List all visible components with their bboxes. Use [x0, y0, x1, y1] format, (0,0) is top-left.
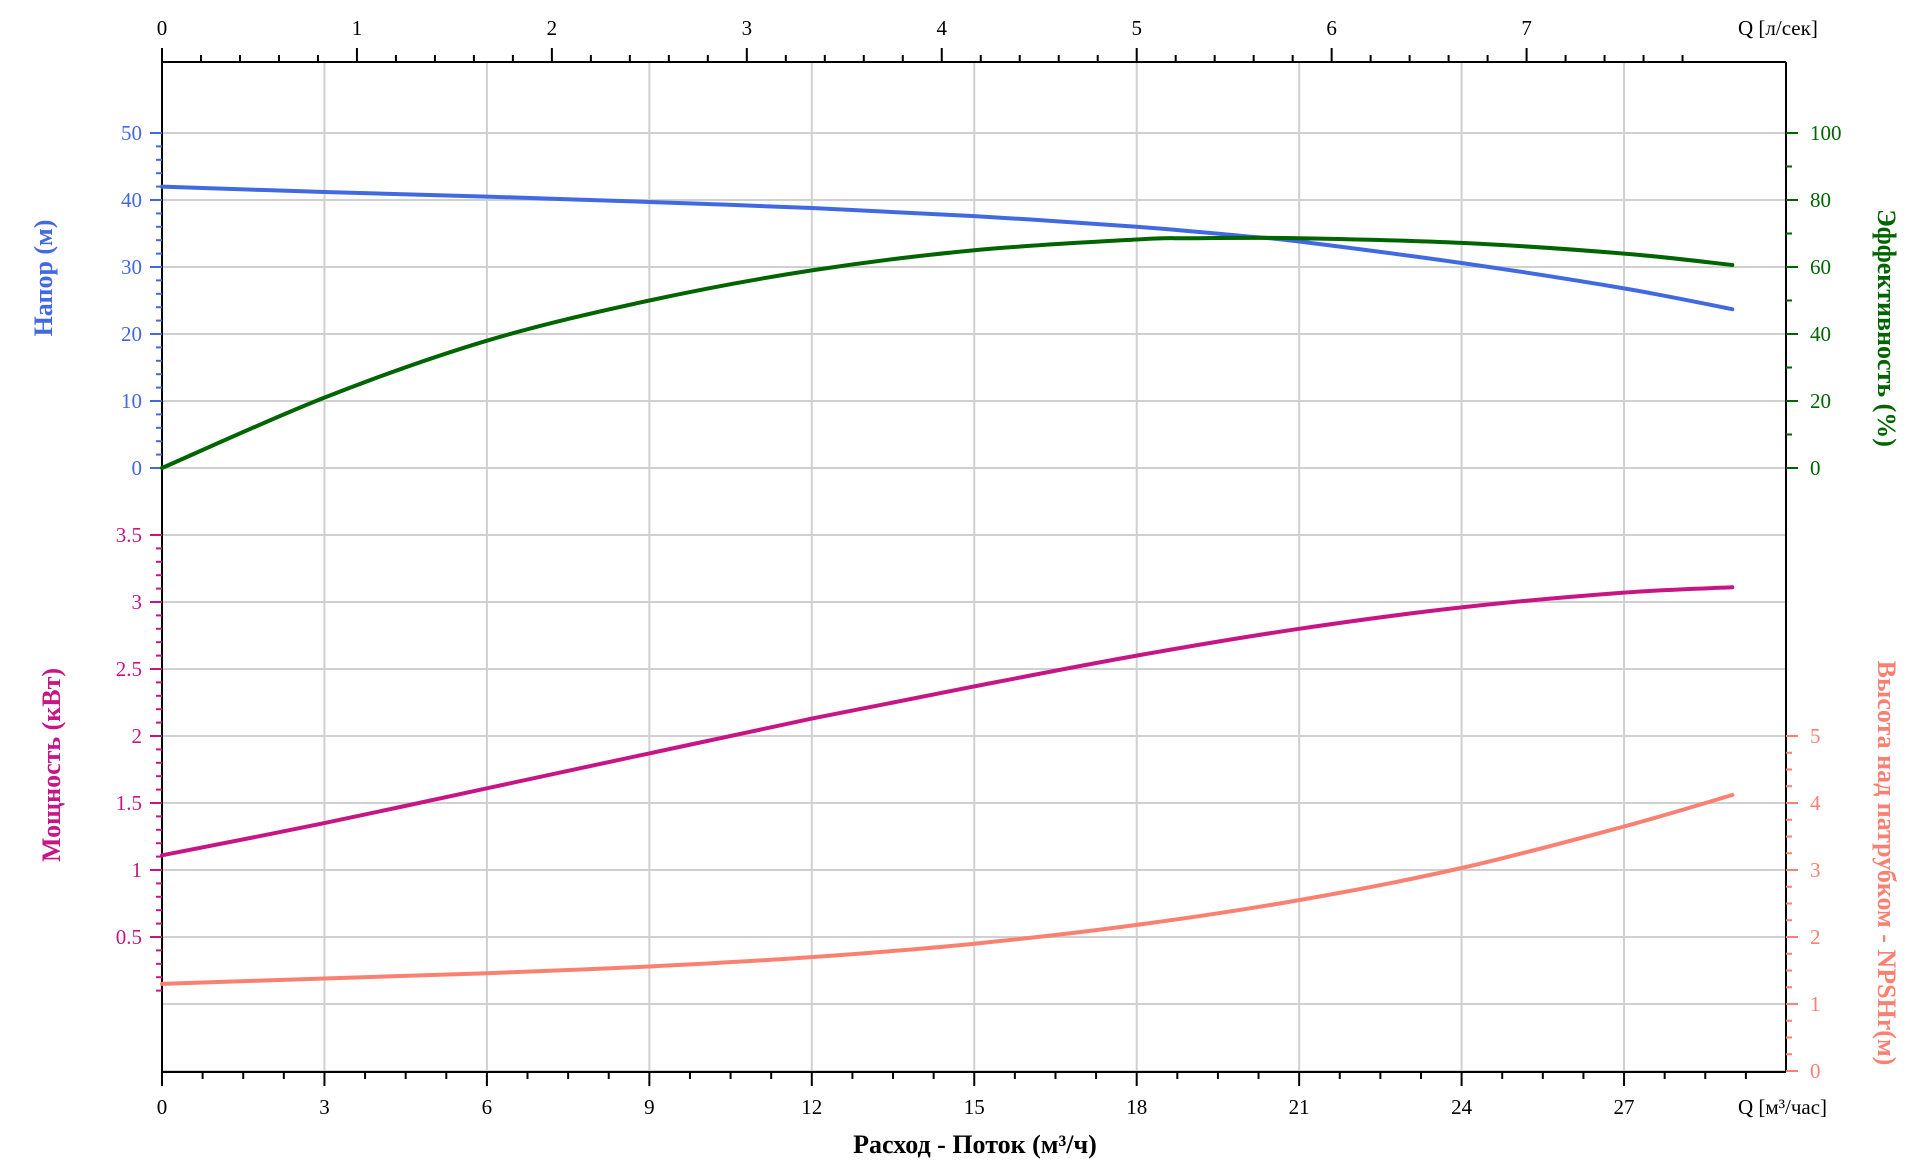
- x-tick-label: 24: [1451, 1095, 1473, 1119]
- npsh-tick-label: 2: [1810, 925, 1821, 949]
- x-top-axis-unit: Q [л/сек]: [1738, 16, 1818, 40]
- head-tick-label: 0: [132, 456, 143, 480]
- x-top-tick-label: 1: [352, 16, 363, 40]
- x-tick-label: 0: [157, 1095, 168, 1119]
- efficiency-tick-label: 20: [1810, 389, 1831, 413]
- x-top-tick-label: 2: [547, 16, 558, 40]
- npsh-tick-label: 1: [1810, 992, 1821, 1016]
- series: [160, 184, 1735, 986]
- power-tick-label: 3: [132, 590, 143, 614]
- head-axis-title: Напор (м): [29, 220, 58, 337]
- ticks: 0 3 6 9 12 15 18 21 24 270 1 2 3 4 5 6 70102030405002040…: [116, 16, 1842, 1119]
- efficiency-tick-label: 80: [1810, 188, 1831, 212]
- x-tick-label: 12: [801, 1095, 822, 1119]
- npsh-axis-title: Высота над патрубком - NPSHr(м): [1872, 661, 1901, 1066]
- efficiency-tick-label: 60: [1810, 255, 1831, 279]
- power-tick-label: 0.5: [116, 925, 142, 949]
- x-top-tick-label: 3: [742, 16, 753, 40]
- power-tick-label: 1: [132, 858, 143, 882]
- npsh-tick-label: 4: [1810, 791, 1821, 815]
- efficiency-tick-label: 40: [1810, 322, 1831, 346]
- npsh-tick-label: 5: [1810, 724, 1821, 748]
- power-curve: [160, 585, 1735, 858]
- head-tick-label: 50: [121, 121, 142, 145]
- npsh-tick-label: 0: [1810, 1059, 1821, 1083]
- efficiency-axis-title: Эффективность (%): [1872, 209, 1901, 447]
- npsh-curve: [160, 793, 1735, 986]
- efficiency-tick-label: 100: [1810, 121, 1842, 145]
- head-tick-label: 40: [121, 188, 142, 212]
- power-tick-label: 3.5: [116, 523, 142, 547]
- x-tick-label: 27: [1614, 1095, 1635, 1119]
- x-tick-label: 15: [964, 1095, 985, 1119]
- power-axis-title: Мощность (кВт): [37, 668, 66, 862]
- x-tick-label: 18: [1126, 1095, 1147, 1119]
- x-top-tick-label: 6: [1326, 16, 1337, 40]
- x-tick-label: 9: [644, 1095, 655, 1119]
- x-top-tick-label: 5: [1131, 16, 1142, 40]
- efficiency-tick-label: 0: [1810, 456, 1821, 480]
- power-tick-label: 2: [132, 724, 143, 748]
- x-top-tick-label: 0: [157, 16, 168, 40]
- x-tick-label: 3: [319, 1095, 330, 1119]
- efficiency-curve: [160, 235, 1735, 470]
- power-tick-label: 2.5: [116, 657, 142, 681]
- head-curve: [160, 184, 1735, 312]
- head-tick-label: 30: [121, 255, 142, 279]
- grid: [162, 62, 1786, 1072]
- x-top-tick-label: 7: [1521, 16, 1532, 40]
- x-top-tick-label: 4: [937, 16, 948, 40]
- head-tick-label: 10: [121, 389, 142, 413]
- x-tick-label: 21: [1289, 1095, 1310, 1119]
- x-axis-title: Расход - Поток (м³/ч): [853, 1130, 1097, 1159]
- x-axis-unit: Q [м³/час]: [1738, 1095, 1827, 1119]
- npsh-tick-label: 3: [1810, 858, 1821, 882]
- head-tick-label: 20: [121, 322, 142, 346]
- power-tick-label: 1.5: [116, 791, 142, 815]
- x-tick-label: 6: [482, 1095, 493, 1119]
